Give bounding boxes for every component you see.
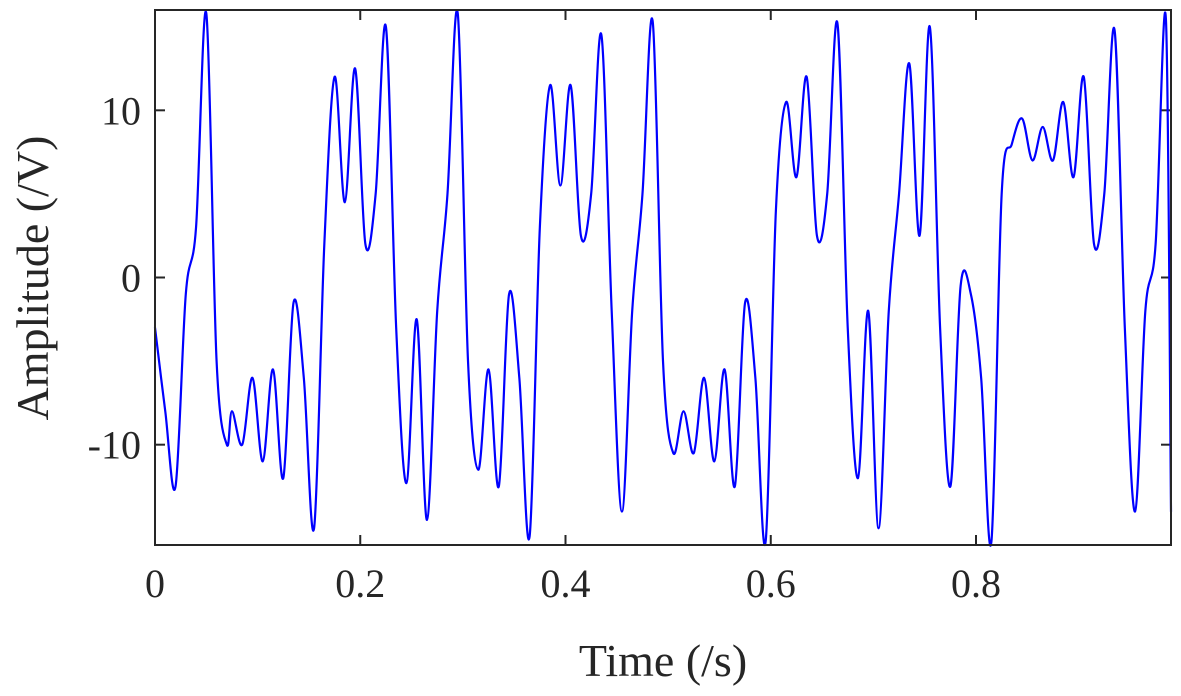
axes-frame <box>154 9 1172 546</box>
x-tick-label: 0.8 <box>951 561 1001 606</box>
y-axis-label: Amplitude (/V) <box>7 136 58 421</box>
plot-background <box>155 10 1171 545</box>
x-axis-label: Time (/s) <box>579 635 747 686</box>
x-tick-label: 0.2 <box>335 561 385 606</box>
x-tick-label: 0 <box>145 561 165 606</box>
y-tick-label: -10 <box>88 423 141 468</box>
x-tick-label: 0.6 <box>746 561 796 606</box>
x-tick-label: 0.4 <box>541 561 591 606</box>
ticks-layer <box>154 10 1171 545</box>
y-tick-label: 10 <box>101 88 141 133</box>
series-line-amplitude <box>153 9 1173 547</box>
y-tick-label: 0 <box>121 256 141 301</box>
tick-labels-layer: 0 0.2 0.4 0.6 0.8 10 0 -10 <box>88 88 1001 606</box>
